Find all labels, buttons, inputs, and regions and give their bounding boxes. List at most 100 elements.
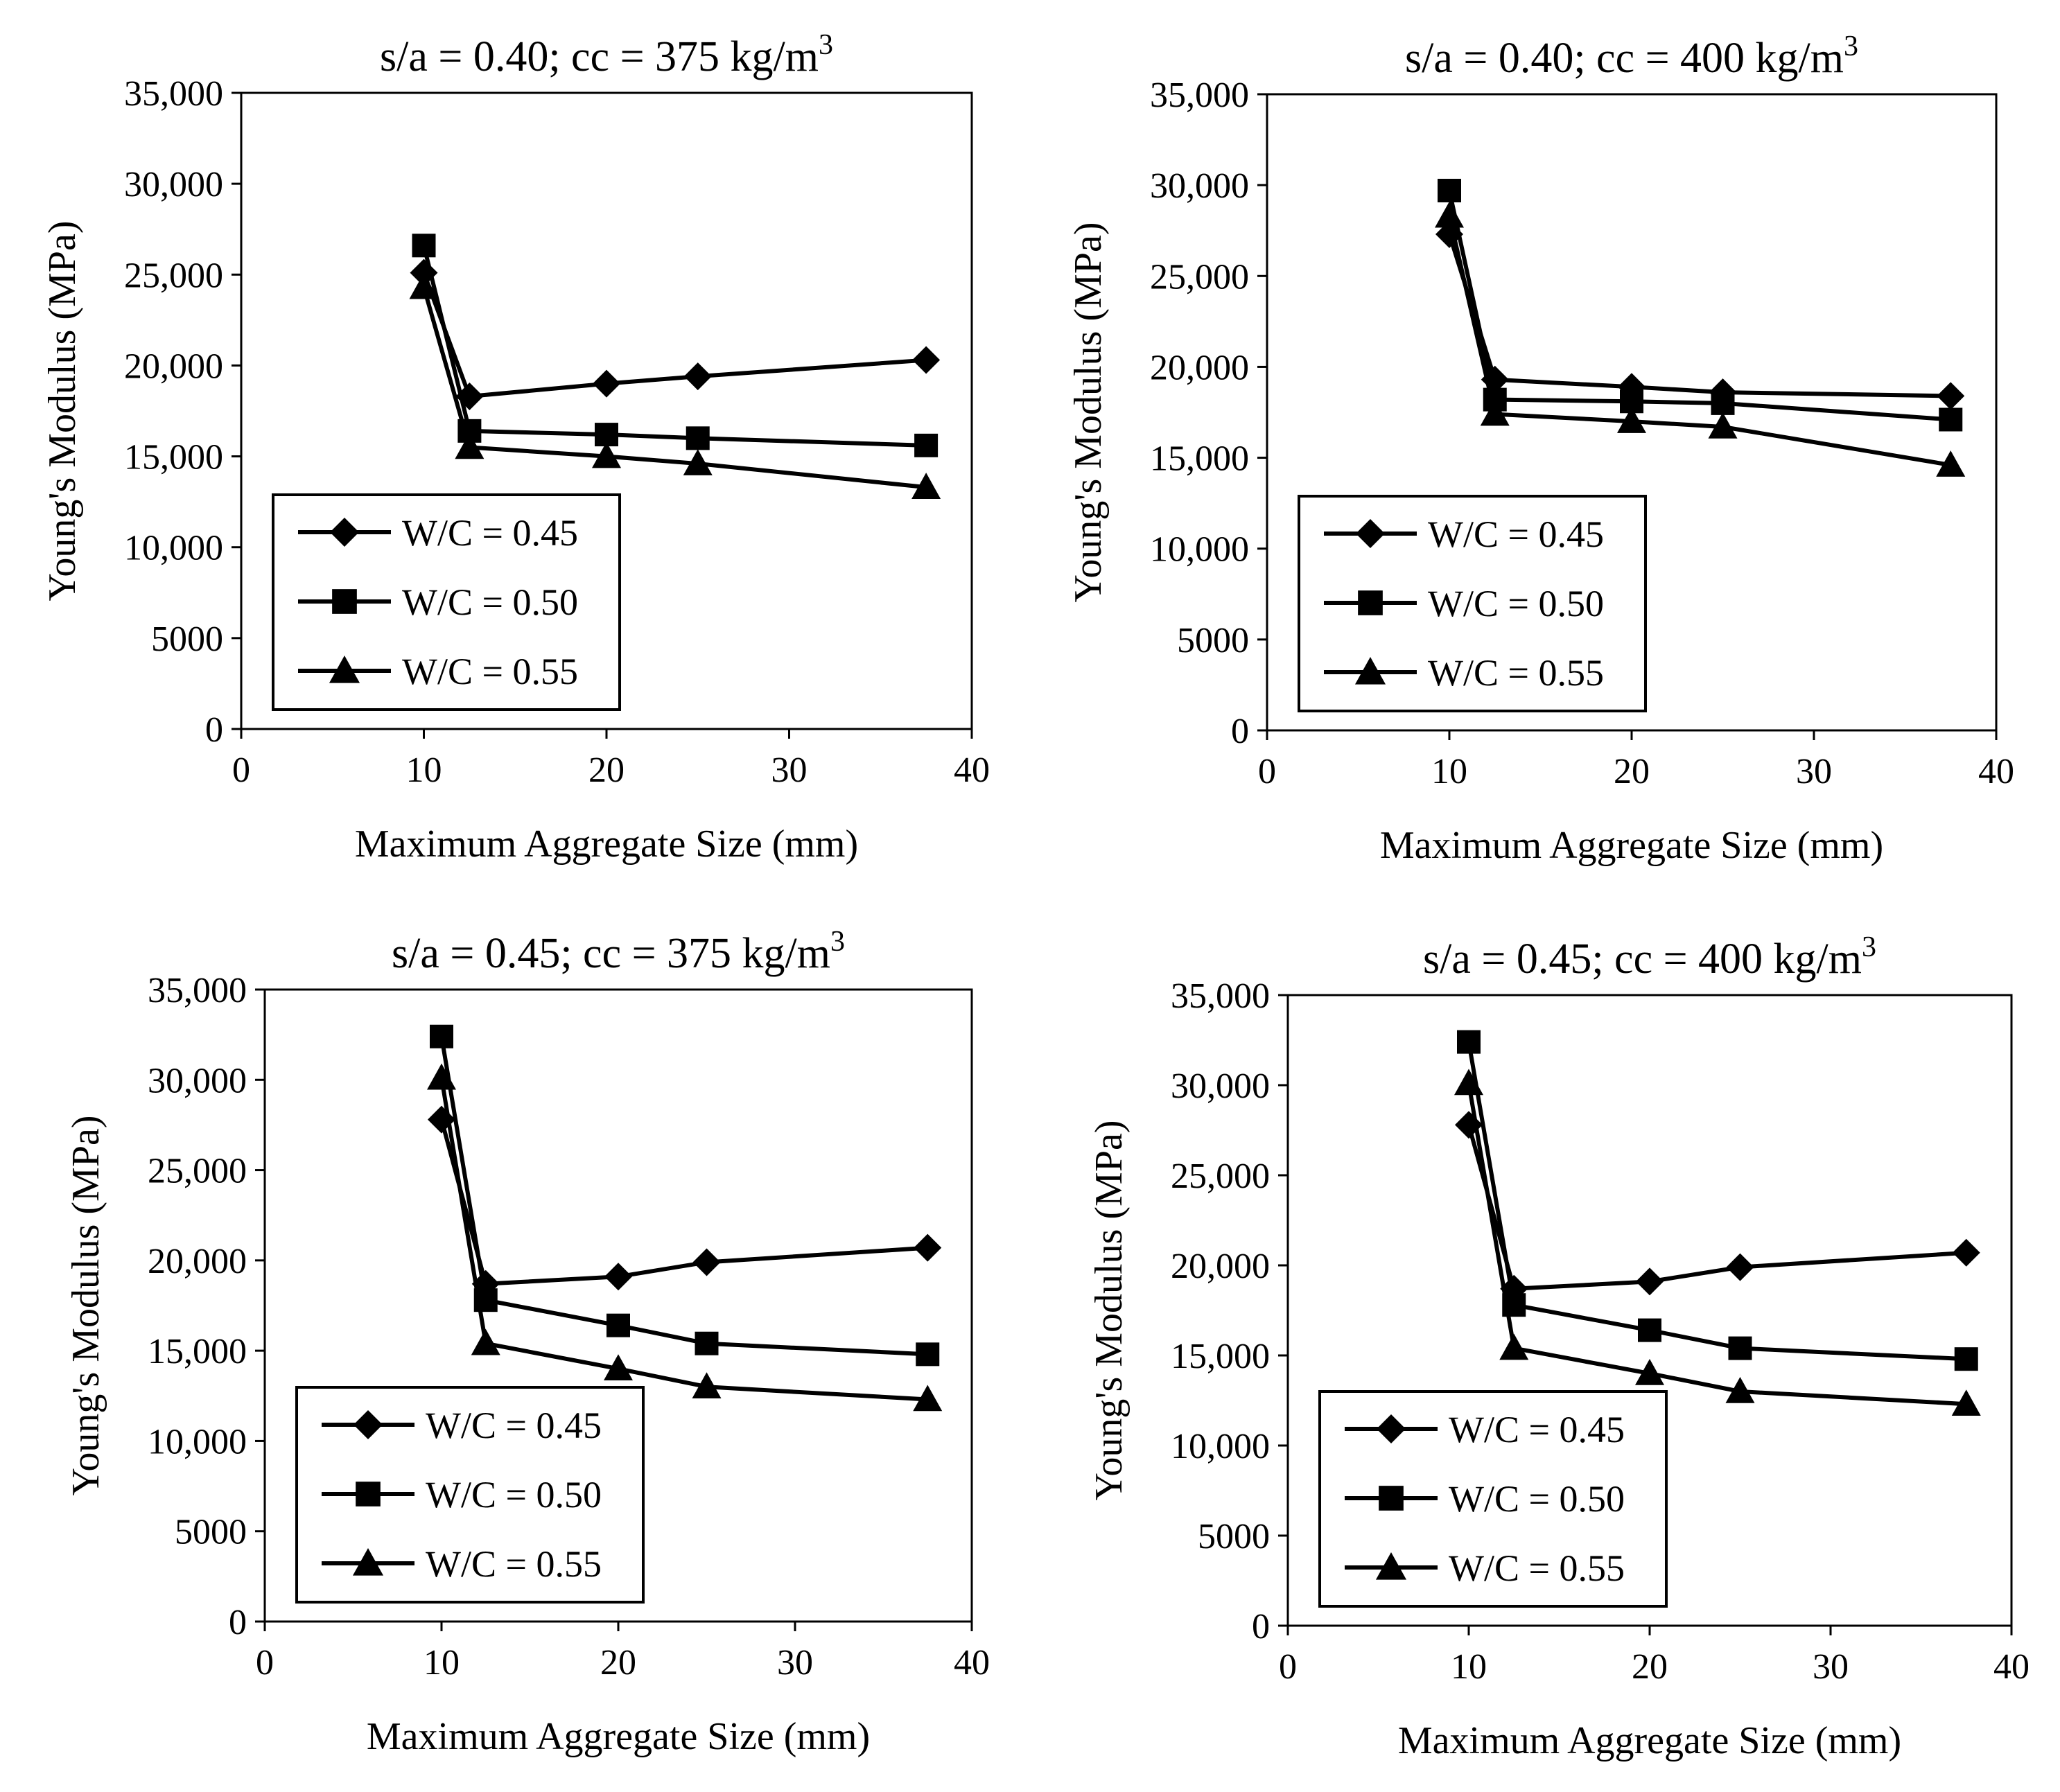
data-point-diamond <box>1937 382 1965 410</box>
y-tick-label: 15,000 <box>1150 439 1249 479</box>
y-tick-label: 10,000 <box>1150 530 1249 570</box>
legend-item: W/C = 0.55 <box>1324 652 1604 694</box>
data-point-triangle <box>1617 407 1646 433</box>
series-line <box>1447 190 1951 422</box>
data-point-diamond <box>593 369 620 398</box>
x-tick-label: 20 <box>588 750 625 790</box>
y-tick-label: 25,000 <box>124 256 223 295</box>
data-point-square <box>686 426 710 450</box>
y-axis-label: Young's Modulus (MPa) <box>64 1116 107 1496</box>
x-tick-label: 10 <box>1451 1647 1487 1687</box>
y-tick-label: 25,000 <box>148 1152 247 1191</box>
data-point-triangle <box>1936 450 1966 477</box>
y-tick-label: 0 <box>229 1603 247 1642</box>
x-tick-label: 30 <box>1796 752 1832 791</box>
y-tick-label: 5000 <box>151 620 223 659</box>
y-tick-label: 0 <box>205 710 223 750</box>
legend-label: W/C = 0.55 <box>1428 652 1604 694</box>
series-055 <box>409 272 941 499</box>
data-point-triangle <box>409 272 439 299</box>
data-point-diamond <box>683 362 712 391</box>
chart-panel-2: s/a = 0.40; cc = 400 kg/m3 0 5000 10,000 15,… <box>1067 30 2014 867</box>
series-line <box>1447 216 1951 468</box>
legend-marker-square <box>1358 590 1383 615</box>
series-045 <box>1435 220 1965 410</box>
data-point-triangle <box>1454 1069 1483 1096</box>
series-045 <box>410 258 941 411</box>
chart-panel-1: s/a = 0.40; cc = 375 kg/m3 0 5000 10,000 15,… <box>41 29 990 866</box>
series-line <box>1467 1042 1966 1362</box>
legend: W/C = 0.45 W/C = 0.50 W/C = 0.55 <box>295 1386 645 1604</box>
data-point-square <box>606 1313 630 1337</box>
series-line <box>439 1036 928 1357</box>
y-tick-label: 5000 <box>1198 1517 1270 1556</box>
y-tick-label: 10,000 <box>148 1422 247 1461</box>
y-tick-label: 30,000 <box>1150 166 1249 206</box>
x-axis-label: Maximum Aggregate Size (mm) <box>1398 1719 1901 1762</box>
data-point-triangle <box>1499 1333 1529 1360</box>
y-tick-label: 10,000 <box>124 529 223 568</box>
series-050 <box>430 1024 940 1367</box>
series-045 <box>1455 1111 1980 1303</box>
series-050 <box>1438 179 1963 432</box>
series-045 <box>428 1105 942 1298</box>
legend-item: W/C = 0.45 <box>1324 513 1604 555</box>
legend-marker-triangle <box>352 1547 384 1576</box>
series-line <box>421 245 927 448</box>
y-axis-label: Young's Modulus (MPa) <box>1088 1121 1131 1501</box>
x-axis-label: Maximum Aggregate Size (mm) <box>355 823 858 866</box>
data-point-triangle <box>1725 1377 1755 1403</box>
data-point-square <box>1457 1030 1481 1054</box>
x-tick-label: 0 <box>1279 1647 1297 1687</box>
y-tick-label: 35,000 <box>124 74 223 114</box>
legend-label: W/C = 0.50 <box>1449 1478 1625 1520</box>
series-line <box>421 272 927 399</box>
y-tick-label: 20,000 <box>1171 1247 1270 1286</box>
data-point-triangle <box>1951 1389 1981 1416</box>
x-tick-label: 20 <box>600 1643 636 1683</box>
legend-label: W/C = 0.45 <box>402 512 578 554</box>
y-tick-label: 5000 <box>175 1513 247 1552</box>
x-tick-label: 40 <box>1993 1647 2030 1687</box>
chart-title: s/a = 0.40; cc = 375 kg/m3 <box>380 29 833 80</box>
y-tick-label: 5000 <box>1177 621 1249 660</box>
series-line <box>1447 234 1951 398</box>
y-tick-label: 35,000 <box>1150 76 1249 115</box>
y-axis-label: Young's Modulus (MPa) <box>1067 222 1110 603</box>
y-tick-label: 35,000 <box>148 971 247 1010</box>
data-point-triangle <box>692 1372 722 1399</box>
y-tick-label: 20,000 <box>148 1242 247 1281</box>
data-point-square <box>1728 1336 1752 1360</box>
x-tick-label: 40 <box>1978 752 2014 791</box>
legend-marker-square <box>1379 1486 1404 1511</box>
legend-label: W/C = 0.50 <box>1428 583 1604 624</box>
series-055 <box>427 1063 943 1412</box>
legend-label: W/C = 0.45 <box>1449 1409 1625 1450</box>
data-point-square <box>1711 391 1735 415</box>
x-tick-label: 0 <box>256 1643 274 1683</box>
chart-title: s/a = 0.45; cc = 375 kg/m3 <box>392 926 845 977</box>
data-point-triangle <box>1480 399 1510 426</box>
legend-label: W/C = 0.50 <box>402 581 578 623</box>
data-point-diamond <box>1636 1267 1664 1296</box>
y-tick-label: 30,000 <box>148 1061 247 1100</box>
series-050 <box>1457 1030 1978 1371</box>
x-axis-label: Maximum Aggregate Size (mm) <box>1380 824 1883 867</box>
data-point-triangle <box>1708 412 1738 439</box>
legend: W/C = 0.45 W/C = 0.50 W/C = 0.55 <box>1318 1390 1668 1608</box>
data-point-triangle <box>683 449 713 475</box>
y-axis-label: Young's Modulus (MPa) <box>41 221 84 601</box>
y-tick-label: 25,000 <box>1171 1157 1270 1196</box>
x-tick-label: 30 <box>1813 1647 1849 1687</box>
data-point-diamond <box>1726 1253 1754 1281</box>
x-tick-label: 0 <box>232 750 250 790</box>
chart-title: s/a = 0.40; cc = 400 kg/m3 <box>1405 30 1858 82</box>
y-tick-label: 30,000 <box>124 165 223 204</box>
data-point-diamond <box>1952 1238 1980 1267</box>
y-tick-label: 20,000 <box>124 346 223 386</box>
legend-item: W/C = 0.50 <box>1345 1478 1625 1520</box>
data-point-square <box>1638 1318 1661 1342</box>
data-point-triangle <box>427 1063 456 1090</box>
data-point-square <box>1939 407 1963 432</box>
data-point-diamond <box>604 1263 632 1291</box>
